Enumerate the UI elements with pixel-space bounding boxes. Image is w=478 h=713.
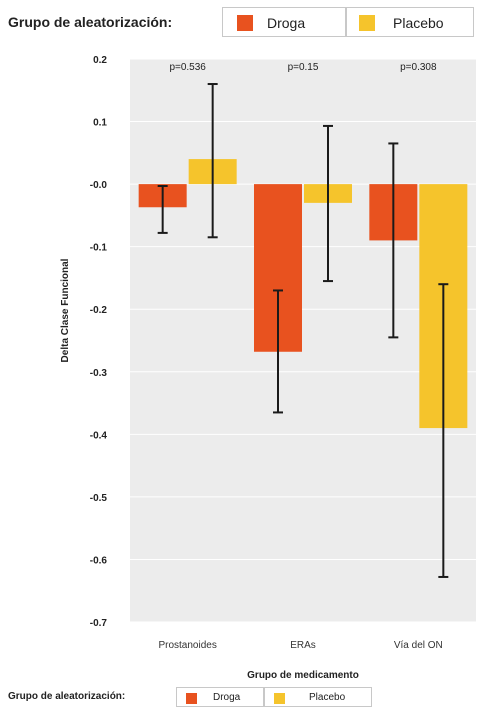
legend-label-placebo: Placebo [393,15,444,31]
y-tick-label: -0.0 [90,180,108,191]
legend-item-droga[interactable]: Droga [222,7,346,37]
droga-swatch-bottom [186,693,197,704]
x-tick-label: Prostanoides [158,640,216,651]
y-tick-label: 0.1 [93,118,107,129]
legend-title: Grupo de aleatorización: [8,14,173,30]
legend-label-placebo-bottom: Placebo [309,692,346,703]
legend-label-droga: Droga [267,15,306,31]
y-tick-label: 0.2 [93,55,107,66]
legend-item-droga-bottom[interactable]: Droga [176,687,264,707]
x-tick-label: Vía del ON [394,640,443,651]
y-tick-label: -0.7 [90,618,108,629]
x-axis-title: Grupo de medicamento [247,670,359,681]
bar-chart: 0.2 0.1 -0.0 -0.1 -0.2 -0.3 -0.4 -0.5 -0.6 -0.7 p=… [60,55,476,681]
p-value-label: p=0.15 [288,62,319,73]
legend-item-placebo-bottom[interactable]: Placebo [264,687,372,707]
y-tick-label: -0.3 [90,368,108,379]
x-tick-label: ERAs [290,640,316,651]
legend-item-placebo[interactable]: Placebo [346,7,474,37]
legend-label-droga-bottom: Droga [213,692,241,703]
placebo-swatch [359,15,375,31]
y-tick-label: -0.4 [90,430,108,441]
y-tick-label: -0.5 [90,493,108,504]
legend-bottom: Grupo de aleatorización: Droga Placebo [0,685,478,709]
legend-top: Grupo de aleatorización: Droga Placebo [0,6,478,40]
plot-background [130,59,476,622]
p-value-label: p=0.308 [400,62,437,73]
y-tick-label: -0.1 [90,243,108,254]
p-value-label: p=0.536 [169,62,206,73]
legend-title-bottom: Grupo de aleatorización: [8,691,126,702]
y-tick-label: -0.6 [90,555,108,566]
droga-swatch [237,15,253,31]
y-tick-label: -0.2 [90,305,108,316]
y-axis-title: Delta Clase Funcional [60,258,71,362]
placebo-swatch-bottom [274,693,285,704]
